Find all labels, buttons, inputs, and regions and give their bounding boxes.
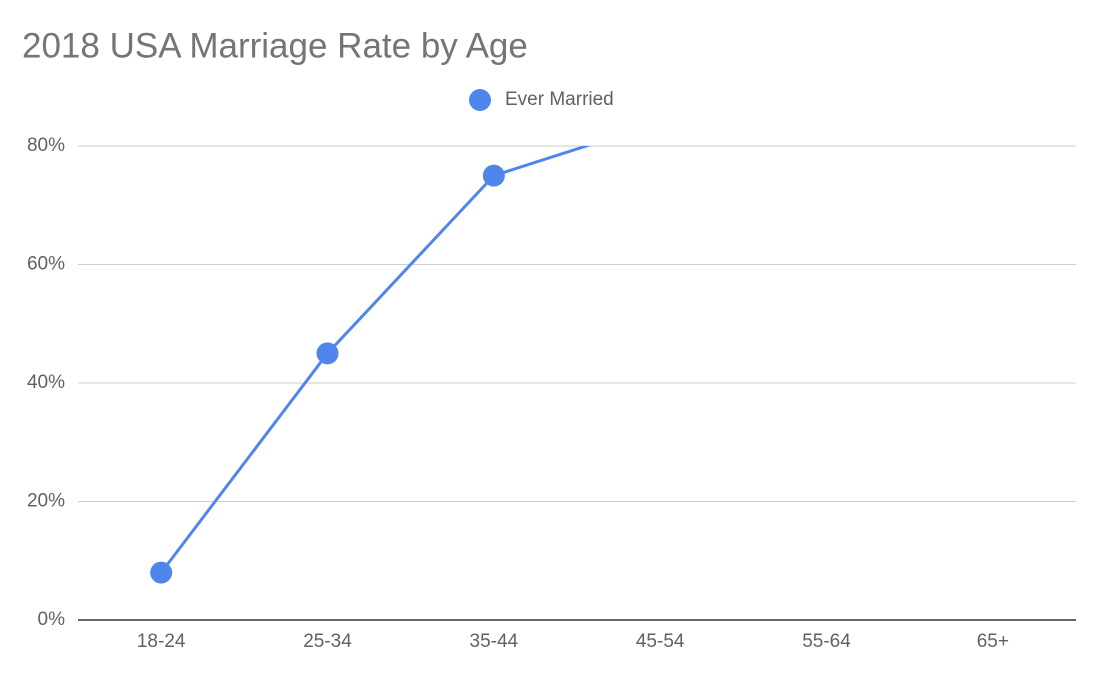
series-line xyxy=(159,146,592,574)
point-marker xyxy=(482,164,505,187)
x-tick-label: 25-34 xyxy=(303,631,352,652)
y-tick-label: 20% xyxy=(27,491,65,512)
legend-label: Ever Married xyxy=(505,89,614,110)
plot-area xyxy=(150,111,671,584)
point-marker xyxy=(316,342,339,365)
chart-title: 2018 USA Marriage Rate by Age xyxy=(22,26,528,65)
point-marker xyxy=(649,111,671,133)
x-tick-label: 18-24 xyxy=(137,631,186,652)
y-tick-label: 60% xyxy=(27,254,65,275)
x-tick-label: 45-54 xyxy=(636,631,685,652)
x-tick-label: 55-64 xyxy=(802,631,851,652)
x-tick-label: 35-44 xyxy=(470,631,519,652)
x-tick-label: 65+ xyxy=(977,631,1009,652)
point-marker xyxy=(150,561,173,584)
y-tick-label: 80% xyxy=(27,135,65,156)
y-tick-label: 0% xyxy=(38,609,66,630)
legend-marker xyxy=(469,89,491,111)
y-tick-label: 40% xyxy=(27,372,65,393)
